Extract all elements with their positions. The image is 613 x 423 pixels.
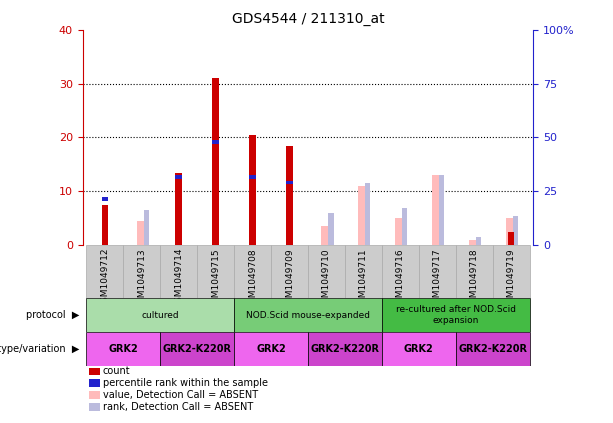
Text: GRK2-K220R: GRK2-K220R bbox=[310, 344, 379, 354]
Text: genotype/variation  ▶: genotype/variation ▶ bbox=[0, 344, 80, 354]
Text: protocol  ▶: protocol ▶ bbox=[26, 310, 80, 320]
Bar bbox=[345, 245, 382, 298]
Text: GSM1049710: GSM1049710 bbox=[322, 248, 331, 309]
Bar bbox=[321, 226, 332, 245]
Bar bbox=[249, 135, 256, 245]
Text: GSM1049711: GSM1049711 bbox=[359, 248, 368, 309]
Text: GSM1049716: GSM1049716 bbox=[396, 248, 405, 309]
Bar bbox=[86, 245, 123, 298]
Bar bbox=[419, 245, 455, 298]
Text: GSM1049709: GSM1049709 bbox=[285, 248, 294, 309]
Title: GDS4544 / 211310_at: GDS4544 / 211310_at bbox=[232, 12, 384, 26]
Bar bbox=[197, 245, 234, 298]
Bar bbox=[476, 237, 481, 245]
Text: rank, Detection Call = ABSENT: rank, Detection Call = ABSENT bbox=[103, 402, 253, 412]
Bar bbox=[382, 298, 530, 332]
Bar bbox=[137, 221, 147, 245]
Bar bbox=[143, 210, 149, 245]
Bar bbox=[382, 245, 419, 298]
Bar bbox=[329, 213, 333, 245]
Text: count: count bbox=[103, 366, 131, 376]
Text: GRK2: GRK2 bbox=[109, 344, 139, 354]
Text: GSM1049708: GSM1049708 bbox=[248, 248, 257, 309]
Bar bbox=[506, 218, 516, 245]
Text: GSM1049712: GSM1049712 bbox=[101, 248, 109, 308]
Text: GSM1049717: GSM1049717 bbox=[433, 248, 442, 309]
Text: GSM1049718: GSM1049718 bbox=[470, 248, 479, 309]
Bar bbox=[455, 332, 530, 366]
Bar bbox=[161, 245, 197, 298]
Text: GRK2: GRK2 bbox=[404, 344, 434, 354]
Bar bbox=[493, 245, 530, 298]
Text: NOD.Scid mouse-expanded: NOD.Scid mouse-expanded bbox=[246, 310, 370, 320]
Bar bbox=[508, 232, 514, 245]
Text: re-cultured after NOD.Scid
expansion: re-cultured after NOD.Scid expansion bbox=[396, 305, 516, 325]
Text: GSM1049715: GSM1049715 bbox=[211, 248, 220, 309]
Bar bbox=[234, 298, 382, 332]
Text: GSM1049719: GSM1049719 bbox=[507, 248, 516, 309]
Bar bbox=[286, 146, 293, 245]
Bar bbox=[513, 216, 518, 245]
Bar bbox=[308, 332, 382, 366]
Text: GRK2: GRK2 bbox=[256, 344, 286, 354]
Bar bbox=[395, 218, 406, 245]
Bar bbox=[358, 186, 368, 245]
Text: value, Detection Call = ABSENT: value, Detection Call = ABSENT bbox=[103, 390, 258, 400]
Bar bbox=[249, 175, 256, 179]
Bar bbox=[234, 245, 271, 298]
Bar bbox=[123, 245, 161, 298]
Bar bbox=[212, 140, 219, 144]
Text: cultured: cultured bbox=[142, 310, 179, 320]
Text: percentile rank within the sample: percentile rank within the sample bbox=[103, 378, 268, 388]
Bar bbox=[382, 332, 455, 366]
Bar bbox=[308, 245, 345, 298]
Bar bbox=[102, 205, 109, 245]
Bar bbox=[432, 175, 443, 245]
Text: GSM1049713: GSM1049713 bbox=[137, 248, 147, 309]
Bar bbox=[286, 181, 293, 184]
Bar bbox=[86, 298, 234, 332]
Text: GSM1049714: GSM1049714 bbox=[174, 248, 183, 308]
Bar bbox=[271, 245, 308, 298]
Bar bbox=[402, 208, 408, 245]
Bar bbox=[469, 240, 479, 245]
Bar bbox=[439, 175, 444, 245]
Bar bbox=[161, 332, 234, 366]
Bar bbox=[455, 245, 493, 298]
Bar bbox=[86, 332, 161, 366]
Bar bbox=[102, 197, 109, 201]
Bar bbox=[212, 78, 219, 245]
Bar bbox=[175, 175, 182, 179]
Bar bbox=[365, 183, 370, 245]
Text: GRK2-K220R: GRK2-K220R bbox=[458, 344, 527, 354]
Text: GRK2-K220R: GRK2-K220R bbox=[162, 344, 232, 354]
Bar bbox=[234, 332, 308, 366]
Bar bbox=[175, 173, 182, 245]
